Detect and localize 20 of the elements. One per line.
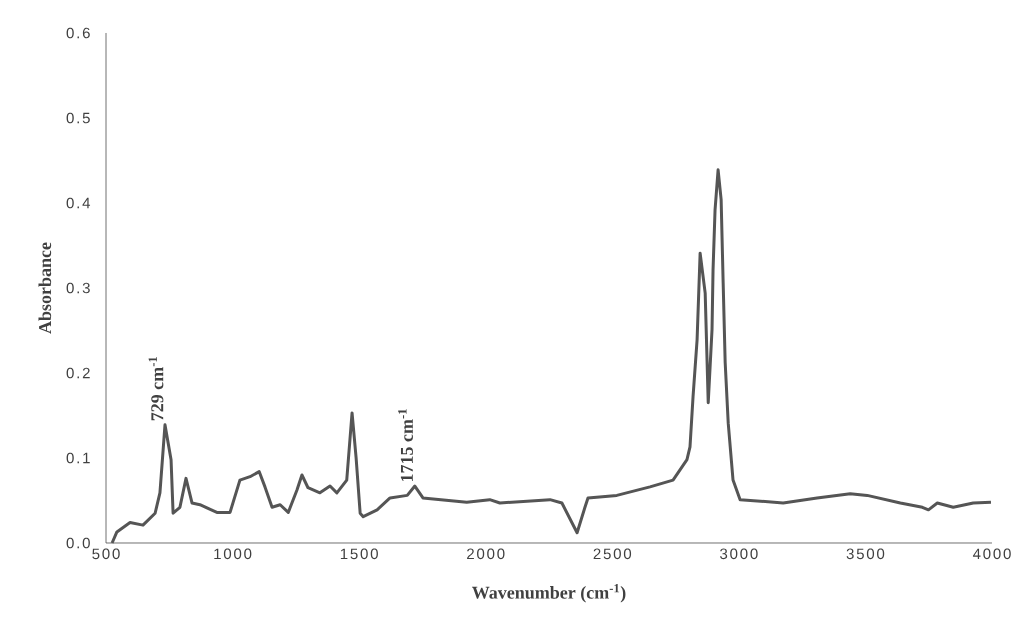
x-tick-label: 3500: [846, 548, 885, 560]
x-tick-label: 1500: [340, 548, 378, 560]
y-tick-label: 0.6: [66, 27, 90, 39]
line-series: [110, 168, 993, 545]
y-tick-label: 0.3: [66, 282, 90, 294]
y-axis-title: Absorbance: [38, 242, 52, 334]
y-tick-label: 0.2: [66, 367, 90, 379]
y-tick-label: 0.5: [66, 112, 90, 124]
x-tick-label: 2500: [593, 548, 632, 560]
x-tick-label: 3000: [720, 548, 758, 560]
x-tick-label: 500: [92, 548, 120, 560]
annotation: 729 cm$^{-1}$: [148, 356, 164, 421]
x-axis-title: Wavenumber (cm$^{-1}$): [472, 584, 626, 603]
y-tick-label: 0.0: [66, 537, 90, 549]
x-tick-label: 2000: [467, 548, 505, 560]
y-tick-label: 0.4: [66, 197, 91, 209]
x-tick-label: 1000: [214, 548, 252, 560]
x-tick-label: 4000: [972, 548, 1011, 560]
annotation: 1715 cm$^{-1}$: [398, 409, 413, 482]
y-tick-label: 0.1: [66, 452, 90, 464]
